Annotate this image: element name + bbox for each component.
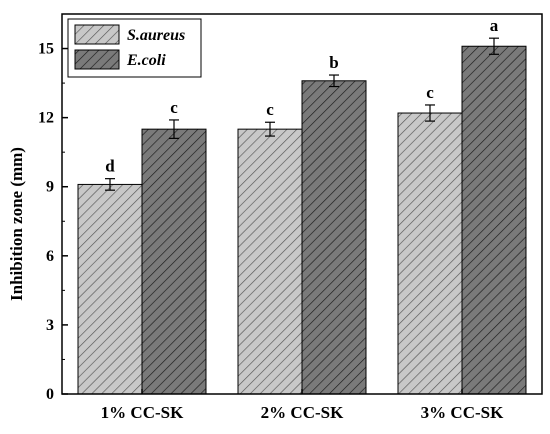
y-axis-title: Inhibition zone (mm) bbox=[7, 147, 26, 301]
y-tick-label: 3 bbox=[46, 317, 54, 334]
significance-label-e-coli-3-cc-sk: a bbox=[490, 16, 499, 35]
legend-swatch-e-coli bbox=[74, 49, 120, 70]
y-tick-label: 15 bbox=[38, 41, 54, 58]
x-tick-label-2-cc-sk: 2% CC-SK bbox=[261, 403, 344, 422]
legend: S.aureus E.coli bbox=[67, 18, 202, 78]
y-tick-label: 9 bbox=[46, 179, 54, 196]
x-axis: 1% CC-SK 2% CC-SK 3% CC-SK bbox=[101, 389, 504, 422]
x-tick-label-1-cc-sk: 1% CC-SK bbox=[101, 403, 184, 422]
significance-labels-layer: d c c b c a bbox=[105, 16, 498, 175]
error-bar-e-coli-3-cc-sk bbox=[489, 37, 499, 55]
bars-layer bbox=[77, 45, 527, 395]
legend-label-s-aureus: S.aureus bbox=[127, 27, 185, 44]
legend-swatch-s-aureus bbox=[74, 24, 120, 45]
significance-label-s-aureus-2-cc-sk: c bbox=[266, 100, 274, 119]
error-bar-s-aureus-1-cc-sk bbox=[105, 178, 115, 191]
bar-e-coli-2-cc-sk bbox=[301, 80, 367, 395]
x-tick-label-3-cc-sk: 3% CC-SK bbox=[421, 403, 504, 422]
y-tick-label: 0 bbox=[46, 386, 54, 403]
y-axis: 0 3 6 9 12 15 bbox=[38, 41, 68, 403]
error-bars-layer bbox=[105, 37, 499, 191]
y-tick-label: 6 bbox=[46, 248, 54, 265]
error-bar-s-aureus-2-cc-sk bbox=[265, 121, 275, 137]
legend-label-e-coli: E.coli bbox=[126, 52, 166, 69]
error-bar-e-coli-1-cc-sk bbox=[169, 119, 179, 139]
bar-s-aureus-2-cc-sk bbox=[237, 128, 303, 395]
error-bar-s-aureus-3-cc-sk bbox=[425, 104, 435, 122]
bar-e-coli-3-cc-sk bbox=[461, 45, 527, 395]
bar-s-aureus-3-cc-sk bbox=[397, 112, 463, 395]
bar-e-coli-1-cc-sk bbox=[141, 128, 207, 395]
error-bar-e-coli-2-cc-sk bbox=[329, 74, 339, 88]
y-tick-label: 12 bbox=[38, 110, 54, 127]
significance-label-s-aureus-1-cc-sk: d bbox=[105, 157, 115, 176]
significance-label-s-aureus-3-cc-sk: c bbox=[426, 83, 434, 102]
bar-s-aureus-1-cc-sk bbox=[77, 183, 143, 395]
significance-label-e-coli-1-cc-sk: c bbox=[170, 98, 178, 117]
significance-label-e-coli-2-cc-sk: b bbox=[329, 53, 338, 72]
